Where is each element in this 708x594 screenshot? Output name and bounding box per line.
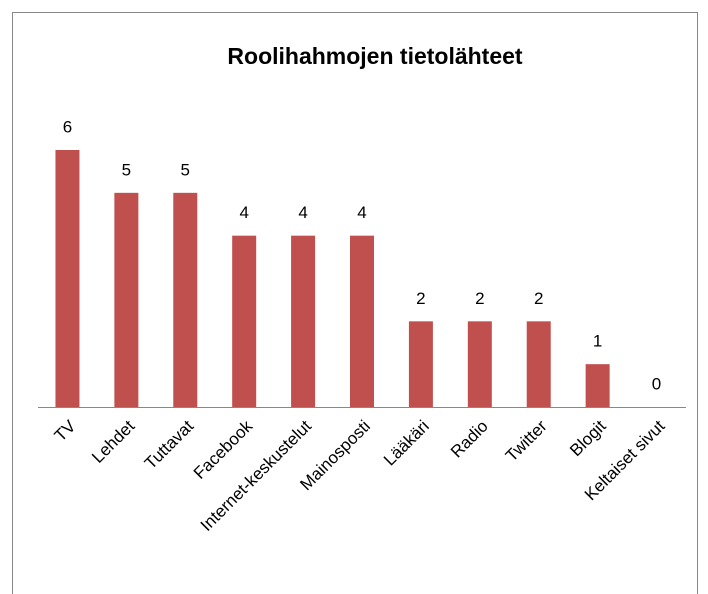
data-label: 4 <box>239 203 248 222</box>
data-label: 1 <box>593 332 602 351</box>
data-label: 6 <box>63 117 72 136</box>
bar <box>291 235 316 407</box>
data-label: 5 <box>181 160 190 179</box>
data-label: 2 <box>416 289 425 308</box>
data-label: 4 <box>357 203 366 222</box>
chart-title: Roolihahmojen tietolähteet <box>227 43 523 69</box>
bar <box>350 235 374 407</box>
bar <box>526 321 551 407</box>
bar <box>408 321 433 407</box>
bar <box>232 235 257 407</box>
bar <box>114 192 139 407</box>
data-label: 2 <box>475 289 484 308</box>
bar <box>55 150 80 407</box>
data-label: 2 <box>534 289 543 308</box>
data-label: 5 <box>122 160 131 179</box>
bar <box>585 364 610 407</box>
bar <box>173 192 198 407</box>
data-label: 0 <box>652 374 661 393</box>
data-label: 4 <box>298 203 307 222</box>
bar <box>467 321 492 407</box>
